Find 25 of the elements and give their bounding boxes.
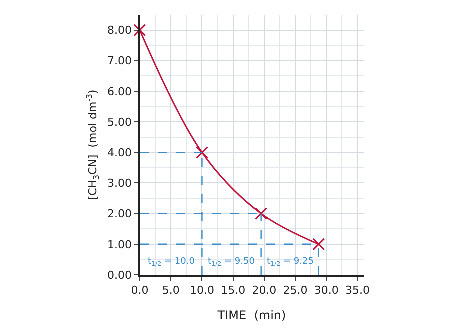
point [312, 238, 326, 251]
y-tick-label: 8.00 [108, 24, 132, 38]
x-tick-label: 5.0 [162, 284, 180, 297]
x-tick-label: 20.0 [252, 284, 277, 297]
x-tick-label: 10.0 [190, 284, 214, 297]
point [255, 208, 268, 220]
point [196, 146, 208, 159]
y-tick-label: 0.00 [108, 268, 132, 282]
y-tick-label: 6.00 [108, 85, 132, 98]
y-tick-label: 3.00 [108, 177, 132, 190]
annotation: t$_{1/2}$ = 10.0 [148, 257, 196, 268]
y-tick-label: 7.00 [108, 54, 132, 68]
x-tick-label: 30.0 [314, 284, 339, 297]
x-axis-title: TIME (min) [216, 308, 286, 322]
y-tick-label: 5.00 [108, 116, 132, 129]
x-tick-label: 0.0 [131, 284, 149, 297]
point [134, 24, 146, 37]
x-tick-label: 15.0 [221, 284, 246, 297]
x-tick-label: 35.0 [346, 284, 370, 297]
annotation: t$_{1/2}$ = 9.50 [208, 257, 256, 268]
x-tick-label: 25.0 [283, 284, 308, 297]
y-tick-label: 2.00 [108, 208, 132, 221]
y-tick-label: 1.00 [108, 238, 132, 252]
annotation: t$_{1/2}$ = 9.25 [267, 257, 314, 268]
y-tick-label: 4.00 [108, 146, 132, 160]
